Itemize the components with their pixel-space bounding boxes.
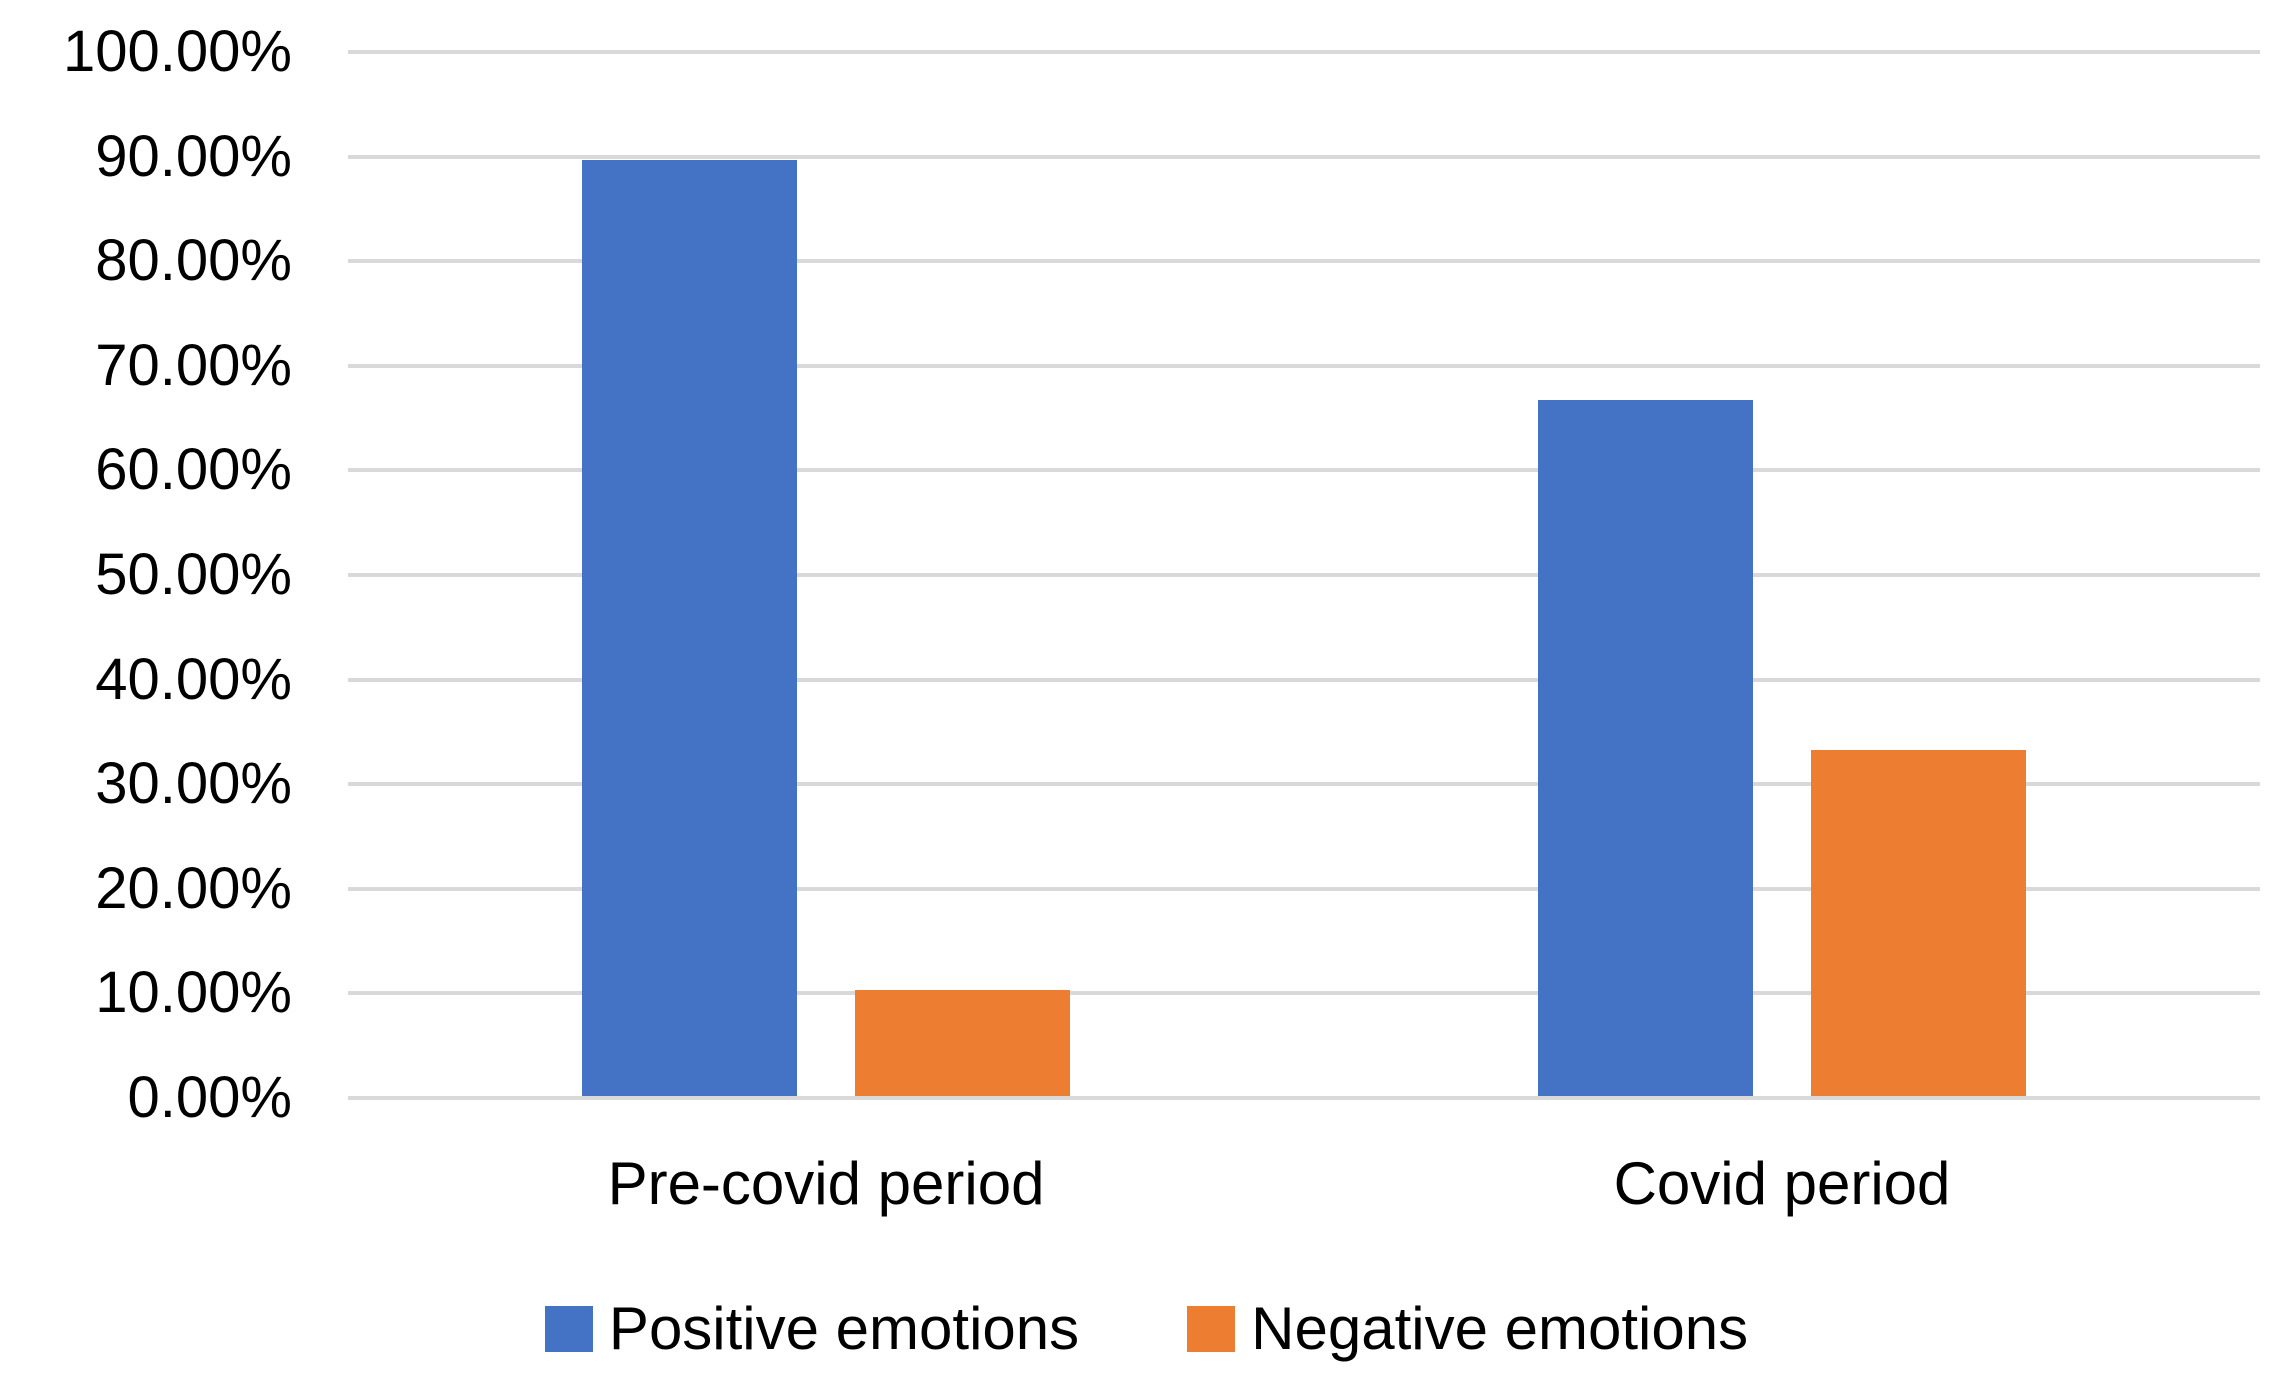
- y-axis: 0.00% 10.00% 20.00% 30.00% 40.00% 50.00% 60.00…: [0, 0, 292, 1385]
- y-axis-tick-label-0: 0.00%: [127, 1065, 292, 1130]
- legend-item-positive-emotions: Positive emotions: [544, 1295, 1080, 1362]
- x-axis-label-covid-period: Covid period: [1613, 1150, 1951, 1217]
- bar-group-pre-covid-period: [348, 52, 1304, 1098]
- gridline-30: [348, 782, 2260, 787]
- y-axis-tick-label-100: 100.00%: [63, 19, 292, 84]
- legend-label-positive-emotions: Positive emotions: [608, 1295, 1080, 1362]
- bar-group-covid-period: [1304, 52, 2260, 1098]
- x-axis-label-pre-covid-period: Pre-covid period: [607, 1150, 1045, 1217]
- gridline-10: [348, 991, 2260, 996]
- gridline-20: [348, 886, 2260, 891]
- y-axis-tick-label-30: 30.00%: [95, 751, 292, 817]
- gridline-90: [348, 154, 2260, 159]
- gridline-50: [348, 573, 2260, 577]
- legend-swatch-negative-emotions: [1187, 1306, 1236, 1352]
- bar-negative-emotions-covid-period: [1811, 749, 2026, 1098]
- x-axis-line: [348, 1096, 2260, 1100]
- plot-area: [348, 50, 2260, 1100]
- y-axis-tick-label-70: 70.00%: [95, 332, 292, 398]
- legend: Positive emotions Negative emotions: [0, 1296, 2293, 1362]
- legend-swatch-positive-emotions: [544, 1306, 593, 1352]
- y-axis-tick-label-60: 60.00%: [95, 437, 292, 503]
- gridline-70: [348, 363, 2260, 368]
- gridline-80: [348, 259, 2260, 264]
- y-axis-tick-label-10: 10.00%: [95, 960, 292, 1026]
- bar-positive-emotions-pre-covid-period: [582, 159, 797, 1098]
- y-axis-tick-label-20: 20.00%: [95, 855, 292, 921]
- legend-label-negative-emotions: Negative emotions: [1251, 1295, 1749, 1362]
- y-axis-tick-label-50: 50.00%: [95, 542, 292, 607]
- gridline-100: [348, 50, 2260, 54]
- gridline-40: [348, 677, 2260, 682]
- legend-item-negative-emotions: Negative emotions: [1187, 1296, 1748, 1362]
- gridline-60: [348, 468, 2260, 473]
- y-axis-tick-label-40: 40.00%: [95, 646, 292, 712]
- y-axis-tick-label-90: 90.00%: [95, 123, 292, 189]
- bar-negative-emotions-pre-covid-period: [855, 990, 1070, 1098]
- bar-positive-emotions-covid-period: [1538, 400, 1753, 1098]
- x-axis: Pre-covid period Covid period: [348, 1148, 2260, 1220]
- y-axis-tick-label-80: 80.00%: [95, 228, 292, 294]
